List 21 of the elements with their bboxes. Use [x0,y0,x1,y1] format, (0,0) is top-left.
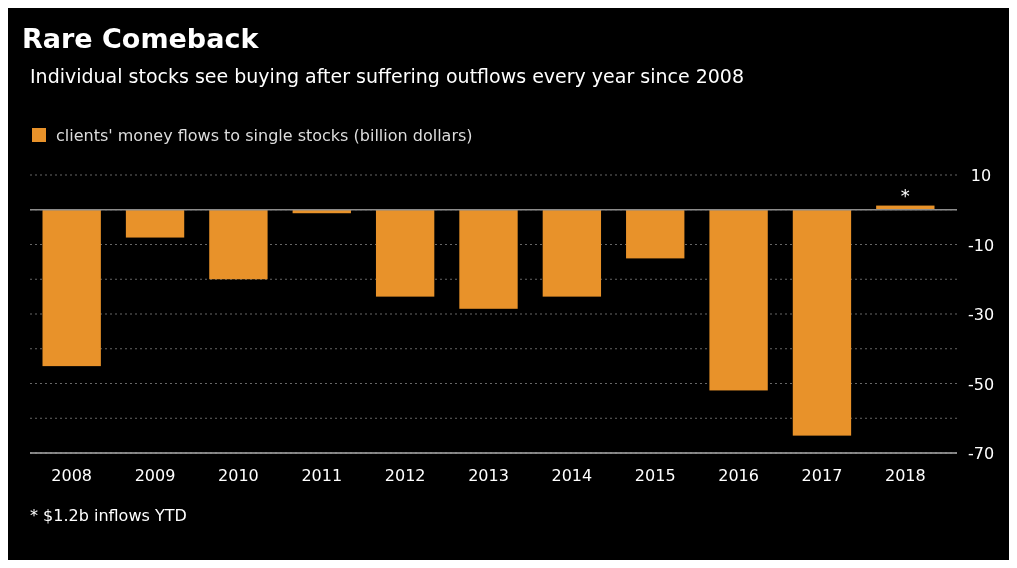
x-tick-label: 2009 [134,466,176,485]
x-tick-label: 2016 [718,466,759,485]
legend-label: clients' money flows to single stocks (billion dollars) [56,126,473,145]
x-tick-label: 2014 [551,466,593,485]
y-tick-label: -50 [967,374,995,394]
y-tick-label: -70 [967,444,995,463]
annotation: * [900,184,910,206]
x-tick-label: 2017 [801,466,843,485]
y-tick-label: -30 [967,305,995,324]
x-tick-label: 2010 [218,466,259,485]
text: * $1.2b inflows YTD [30,506,187,525]
chart-subtitle: Individual stocks see buying after suffering outflows every year since 2008 [30,65,745,87]
x-tick-label: 2011 [301,466,343,485]
x-tick-label: 2008 [51,466,93,485]
x-tick-label: 2018 [884,466,926,485]
y-tick-label: -10 [967,235,995,255]
x-tick-label: 2015 [634,466,676,485]
y-tick-label: 10 [970,166,992,185]
x-tick-label: 2013 [468,466,509,485]
chart-title: Rare Comeback [22,23,260,54]
x-tick-label: 2012 [384,466,426,485]
